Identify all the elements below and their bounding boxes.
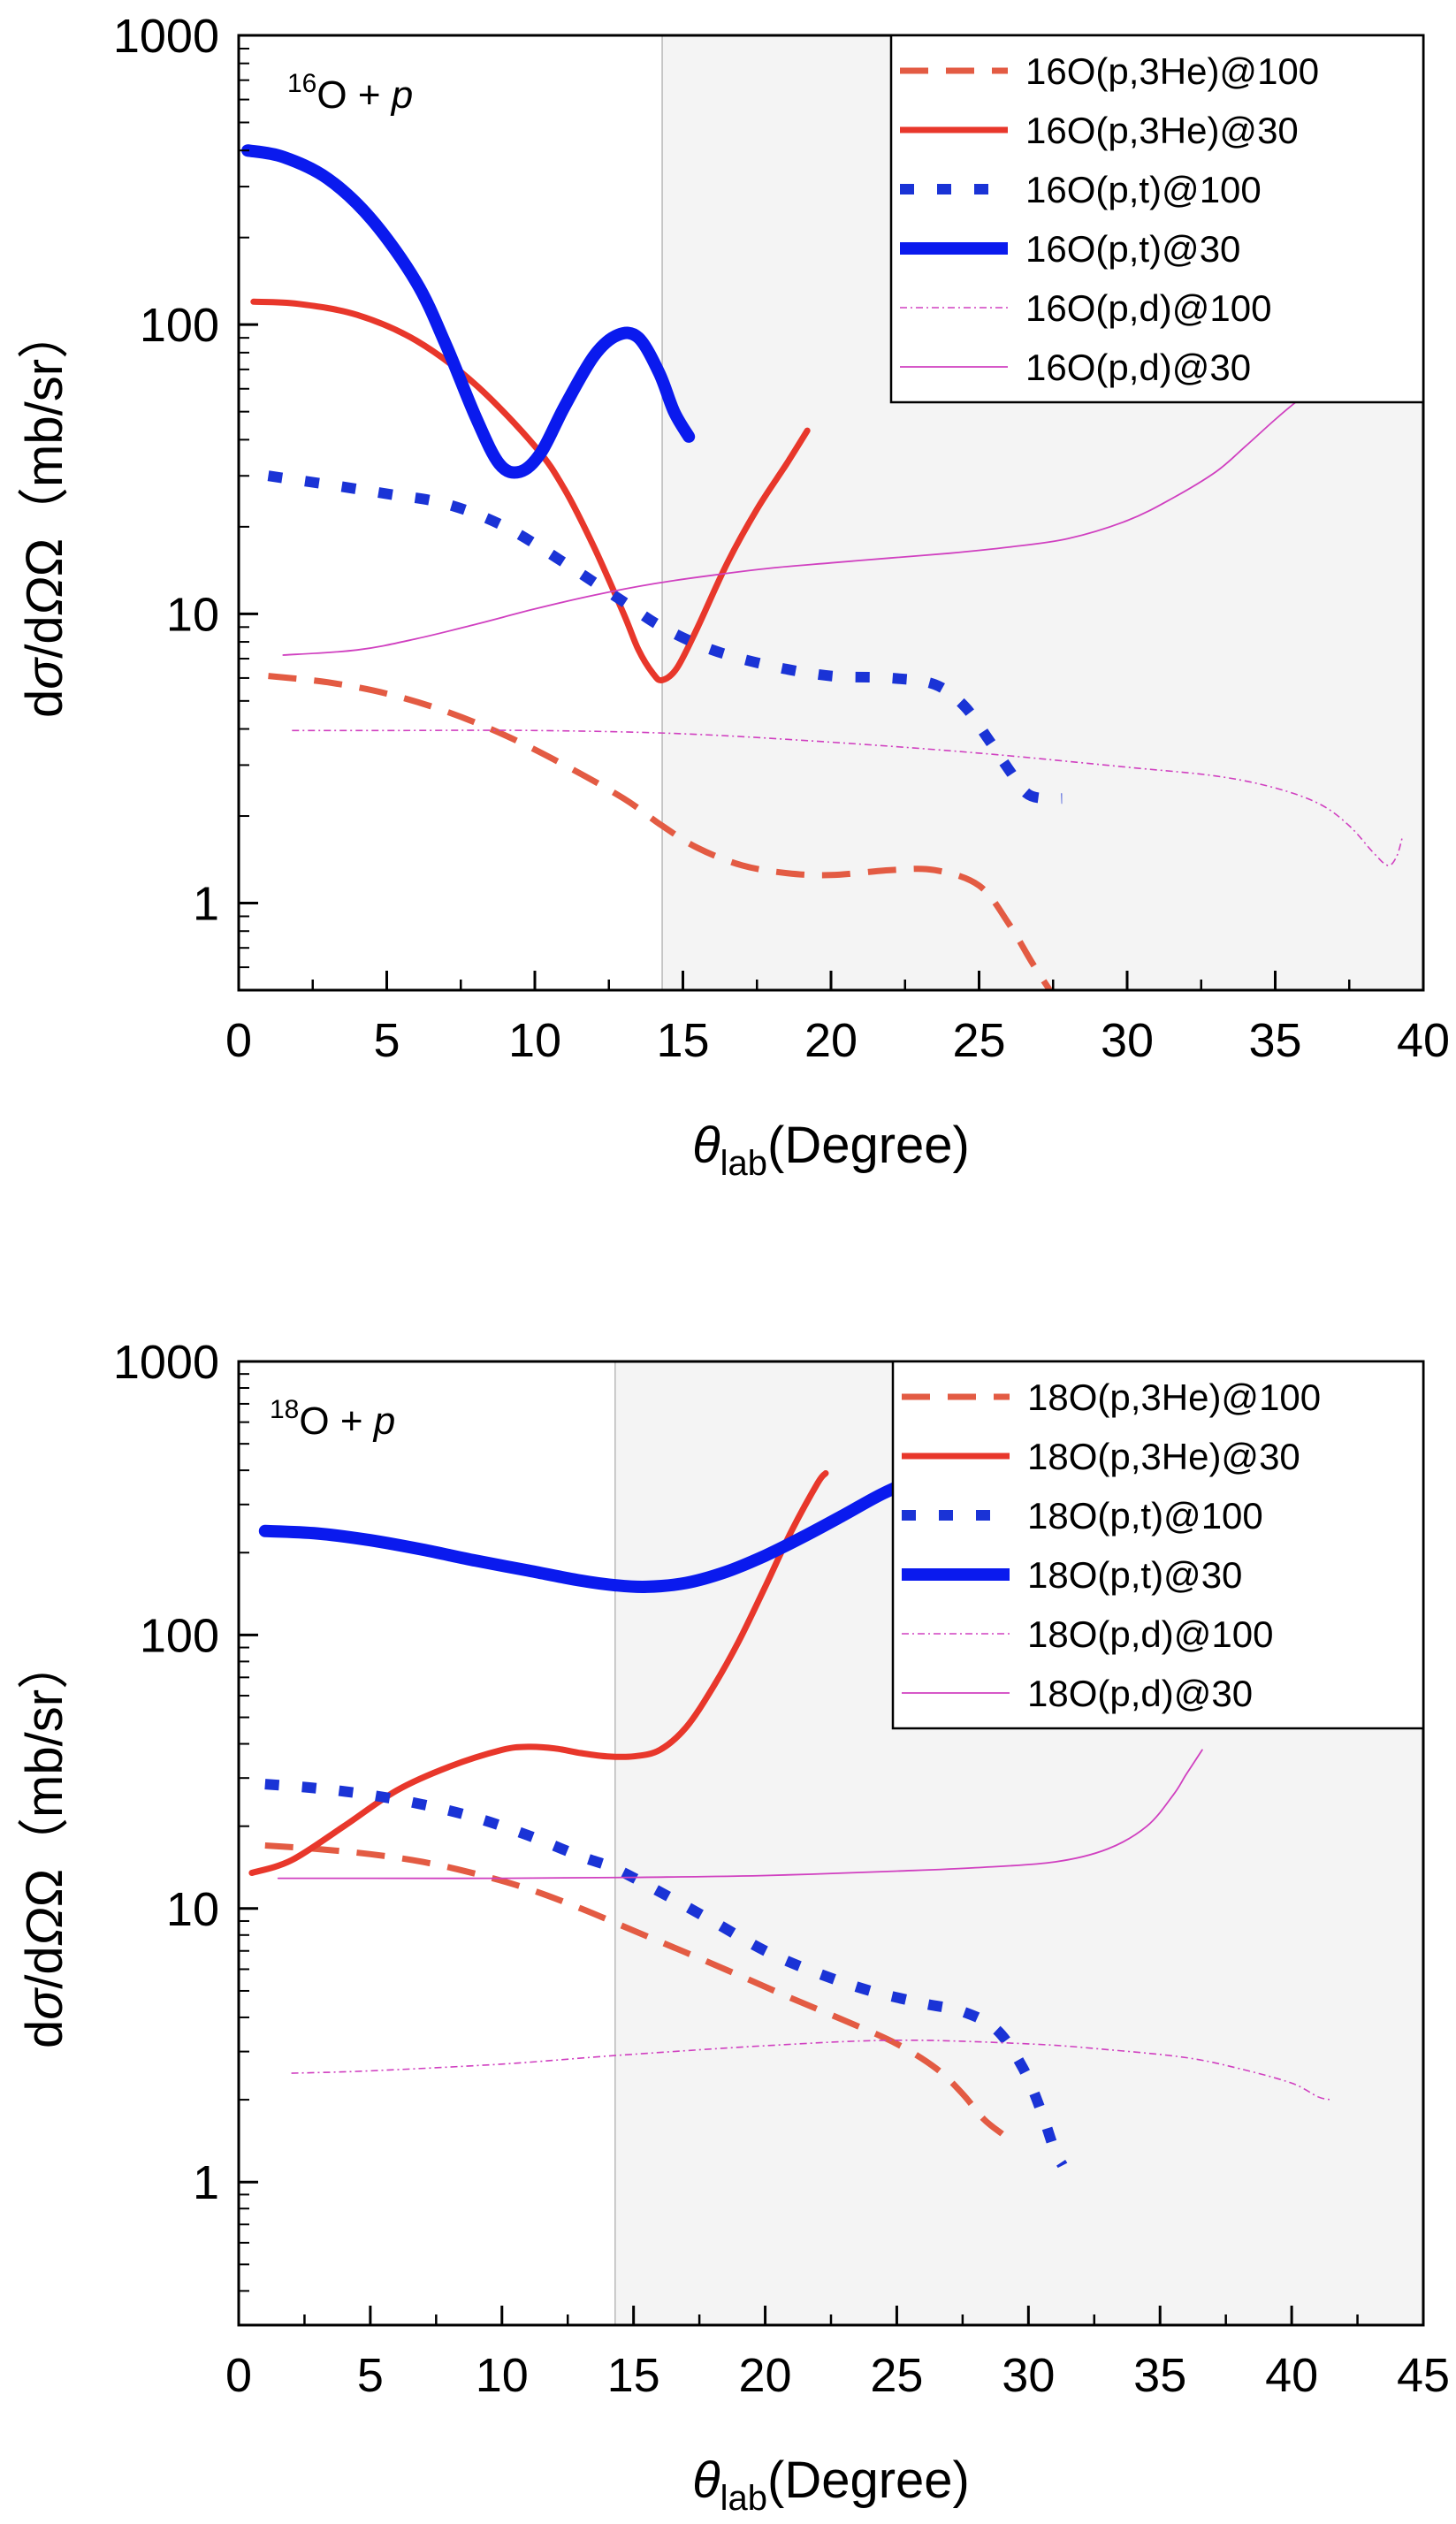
x-tick-label: 15 bbox=[607, 2349, 660, 2402]
x-axis-title: θlab(Degree) bbox=[692, 2452, 970, 2518]
nucleus-annotation: 16O + p bbox=[287, 69, 413, 117]
series-line-0 bbox=[264, 1842, 1004, 2137]
series-line-5 bbox=[282, 384, 1321, 656]
nucleus-annotation: 18O + p bbox=[270, 1395, 395, 1443]
legend-label-0: 18O(p,3He)@100 bbox=[1027, 1376, 1321, 1418]
x-tick-label: 0 bbox=[225, 2349, 252, 2402]
y-tick-label: 10 bbox=[166, 588, 219, 641]
series-line-1 bbox=[248, 1470, 829, 1876]
series-line-4 bbox=[291, 2039, 1331, 2101]
legend-label-4: 18O(p,d)@100 bbox=[1027, 1613, 1273, 1655]
legend-label-5: 18O(p,d)@30 bbox=[1027, 1673, 1253, 1714]
x-tick-label: 5 bbox=[373, 1014, 400, 1067]
x-tick-label: 10 bbox=[508, 1014, 561, 1067]
legend-box bbox=[889, 34, 1425, 404]
legend-label-4: 16O(p,d)@100 bbox=[1025, 287, 1271, 329]
series-line-0 bbox=[268, 673, 1054, 990]
x-tick-label: 5 bbox=[357, 2349, 384, 2402]
series-line-2 bbox=[267, 470, 1063, 804]
y-tick-label: 1 bbox=[193, 2156, 219, 2209]
series-line-1 bbox=[250, 298, 811, 684]
y-tick-label: 1000 bbox=[113, 1336, 219, 1389]
x-tick-label: 40 bbox=[1397, 1014, 1450, 1067]
y-tick-label: 1 bbox=[193, 878, 219, 931]
y-tick-label: 1000 bbox=[113, 10, 219, 63]
x-tick-label: 35 bbox=[1133, 2349, 1186, 2402]
legend-label-0: 16O(p,3He)@100 bbox=[1025, 50, 1319, 92]
legend-label-1: 18O(p,3He)@30 bbox=[1027, 1436, 1300, 1477]
legend: 16O(p,3He)@100 16O(p,3He)@30 16O(p,t)@100 1… bbox=[889, 34, 1425, 404]
legend-label-5: 16O(p,d)@30 bbox=[1025, 347, 1251, 388]
x-tick-label: 20 bbox=[739, 2349, 792, 2402]
series-line-2 bbox=[264, 1779, 1068, 2169]
chart-panel-bottom: 0 5 10 15 20 25 30 35 40 45 1 10 100 1000 θlab(Degree)… bbox=[16, 1336, 1450, 2518]
x-tick-label: 25 bbox=[870, 2349, 923, 2402]
y-axis-title: dσ/dΩΩ（mb/sr） bbox=[16, 1638, 73, 2048]
legend-label-3: 18O(p,t)@30 bbox=[1027, 1554, 1242, 1596]
y-tick-label: 100 bbox=[140, 1609, 219, 1662]
chart-panel-top: 0 5 10 15 20 25 30 35 40 1 10 100 1000 θlab(Degree) dσ… bbox=[16, 10, 1450, 1183]
legend-box bbox=[891, 1360, 1425, 1730]
legend-label-3: 16O(p,t)@30 bbox=[1025, 228, 1240, 270]
series-line-3 bbox=[241, 144, 696, 479]
legend: 18O(p,3He)@100 18O(p,3He)@30 18O(p,t)@100 1… bbox=[891, 1360, 1425, 1730]
legend-label-2: 18O(p,t)@100 bbox=[1027, 1495, 1263, 1537]
x-tick-label: 10 bbox=[476, 2349, 529, 2402]
x-tick-label: 35 bbox=[1248, 1014, 1301, 1067]
x-axis-title: θlab(Degree) bbox=[692, 1117, 970, 1183]
x-tick-label: 15 bbox=[656, 1014, 709, 1067]
x-tick-label: 30 bbox=[1101, 1014, 1154, 1067]
legend-label-1: 16O(p,3He)@30 bbox=[1025, 110, 1299, 151]
y-axis-title: dσ/dΩΩ（mb/sr） bbox=[16, 308, 73, 718]
x-tick-label: 30 bbox=[1002, 2349, 1055, 2402]
y-tick-label: 10 bbox=[166, 1883, 219, 1936]
series-line-4 bbox=[292, 729, 1404, 866]
x-tick-label: 40 bbox=[1265, 2349, 1318, 2402]
x-tick-label: 0 bbox=[225, 1014, 252, 1067]
series-group bbox=[248, 1455, 1331, 2169]
series-line-3 bbox=[258, 1455, 969, 1594]
series-group bbox=[241, 144, 1404, 990]
y-tick-label: 100 bbox=[140, 299, 219, 352]
series-line-5 bbox=[277, 1749, 1203, 1880]
legend-label-2: 16O(p,t)@100 bbox=[1025, 169, 1262, 210]
x-tick-label: 25 bbox=[952, 1014, 1005, 1067]
x-tick-label: 20 bbox=[804, 1014, 858, 1067]
x-tick-label: 45 bbox=[1397, 2349, 1450, 2402]
